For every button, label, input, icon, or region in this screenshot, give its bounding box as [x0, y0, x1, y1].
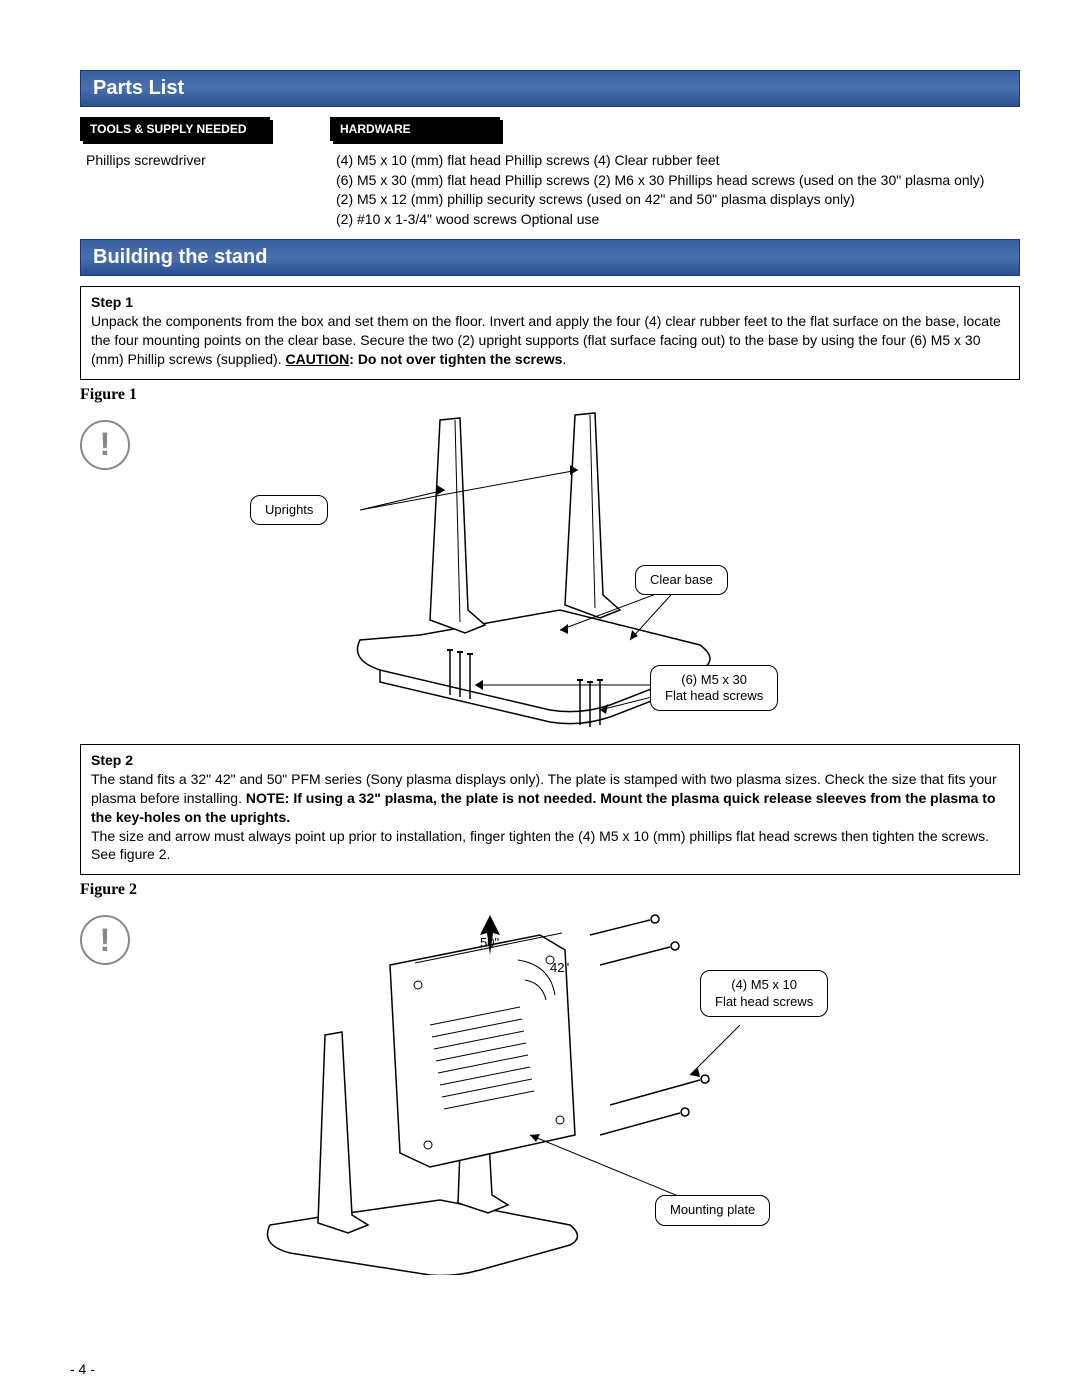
figure2-area: 50" 42" (4) M5 x 10 Flat head screws Mou…	[80, 905, 1020, 1275]
callout-screws-2: (4) M5 x 10 Flat head screws	[700, 970, 828, 1017]
step1-caution-label: CAUTION	[285, 351, 349, 367]
step1-period: .	[562, 351, 566, 367]
callout-screws-2-l2: Flat head screws	[715, 994, 813, 1009]
figure1-label: Figure 1	[80, 386, 1020, 404]
size-42-label: 42"	[550, 960, 569, 975]
hardware-header: HARDWARE	[330, 117, 500, 141]
step1-label: Step 1	[91, 294, 133, 310]
tools-item: Phillips screwdriver	[80, 141, 290, 171]
callout-screws-2-l1: (4) M5 x 10	[731, 977, 797, 992]
hardware-line: (2) M5 x 12 (mm) phillip security screws…	[336, 190, 1020, 210]
step2-label: Step 2	[91, 752, 133, 768]
parts-list-header: Parts List	[80, 70, 1020, 107]
step1-box: Step 1 Unpack the components from the bo…	[80, 286, 1020, 380]
callout-screws-1: (6) M5 x 30 Flat head screws	[650, 665, 778, 712]
hardware-line: (4) M5 x 10 (mm) flat head Phillip screw…	[336, 151, 1020, 171]
caution-icon	[80, 915, 130, 965]
page-number: - 4 -	[70, 1361, 95, 1377]
hardware-line: (2) #10 x 1-3/4" wood screws Optional us…	[336, 210, 1020, 230]
figure1-area: Uprights Clear base (6) M5 x 30 Flat hea…	[80, 410, 1020, 740]
callout-mounting-plate: Mounting plate	[655, 1195, 770, 1225]
size-50-label: 50"	[480, 935, 499, 950]
parts-table: TOOLS & SUPPLY NEEDED Phillips screwdriv…	[80, 117, 1020, 229]
caution-icon	[80, 420, 130, 470]
step2-text-b: The size and arrow must always point up …	[91, 828, 989, 863]
step1-caution: : Do not over tighten the screws	[349, 351, 562, 367]
callout-clear-base: Clear base	[635, 565, 728, 595]
callout-screws-1-l2: Flat head screws	[665, 688, 763, 703]
callout-screws-1-l1: (6) M5 x 30	[681, 672, 747, 687]
tools-header: TOOLS & SUPPLY NEEDED	[80, 117, 270, 141]
step2-box: Step 2 The stand fits a 32" 42" and 50" …	[80, 744, 1020, 875]
callout-uprights: Uprights	[250, 495, 328, 525]
building-stand-header: Building the stand	[80, 239, 1020, 276]
hardware-line: (6) M5 x 30 (mm) flat head Phillip screw…	[336, 171, 1020, 191]
figure2-label: Figure 2	[80, 881, 1020, 899]
